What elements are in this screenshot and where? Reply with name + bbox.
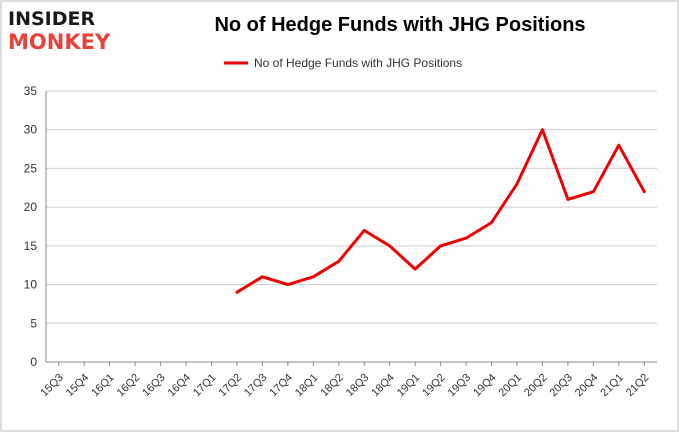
logo-line-1: INSIDER: [8, 8, 96, 30]
y-tick-label: 5: [30, 316, 37, 330]
x-tick-label: 16Q2: [115, 372, 143, 400]
x-tick-label: 18Q4: [369, 372, 397, 400]
y-tick-label: 25: [24, 161, 38, 175]
x-tick-label: 15Q4: [64, 372, 92, 400]
x-tick-label: 18Q3: [344, 372, 372, 400]
insider-monkey-logo: INSIDER MONKEY: [8, 6, 128, 56]
x-tick-label: 20Q4: [573, 372, 601, 400]
x-tick-label: 15Q3: [38, 372, 66, 400]
x-tick-label: 20Q1: [497, 372, 525, 400]
y-tick-label: 35: [24, 84, 38, 98]
y-tick-label: 20: [24, 200, 38, 214]
x-tick-label: 19Q4: [471, 372, 499, 400]
legend-label: No of Hedge Funds with JHG Positions: [254, 56, 462, 70]
x-tick-label: 19Q2: [420, 372, 448, 400]
y-tick-label: 0: [30, 355, 37, 369]
x-tick-label: 18Q2: [318, 372, 346, 400]
x-tick-label: 20Q3: [547, 372, 575, 400]
x-tick-label: 16Q3: [140, 372, 168, 400]
series-line: [235, 128, 646, 294]
x-tick-label: 17Q3: [242, 372, 270, 400]
y-tick-label: 10: [24, 278, 38, 292]
x-tick-label: 16Q4: [166, 372, 194, 400]
y-tick-label: 30: [24, 123, 38, 137]
x-tick-label: 19Q1: [395, 372, 423, 400]
x-tick-label: 18Q1: [293, 372, 321, 400]
x-tick-label: 21Q2: [624, 372, 652, 400]
x-tick-label: 21Q1: [598, 372, 626, 400]
x-tick-label: 17Q4: [267, 372, 295, 400]
x-tick-label: 17Q1: [191, 372, 219, 400]
x-tick-label: 17Q2: [217, 372, 245, 400]
x-tick-label: 19Q3: [446, 372, 474, 400]
x-tick-label: 16Q1: [89, 372, 117, 400]
logo-line-2: MONKEY: [8, 30, 111, 54]
chart-title: No of Hedge Funds with JHG Positions: [214, 14, 586, 36]
x-tick-label: 20Q2: [522, 372, 550, 400]
y-tick-label: 15: [24, 239, 38, 253]
